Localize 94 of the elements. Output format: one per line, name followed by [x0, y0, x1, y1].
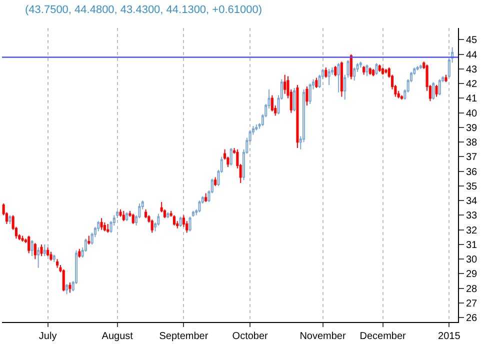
y-tick-label: 34 — [466, 196, 478, 208]
candlestick — [198, 200, 201, 213]
candlestick — [43, 244, 46, 257]
candlestick — [293, 87, 296, 112]
x-tick-label: October — [232, 331, 269, 342]
y-tick-label: 35 — [466, 181, 478, 192]
y-tick-label: 42 — [466, 79, 478, 90]
candlestick — [8, 214, 12, 224]
candlestick — [375, 62, 378, 76]
y-tick-label: 29 — [466, 269, 478, 280]
candlestick — [150, 219, 154, 234]
y-tick-label: 41 — [466, 94, 478, 105]
y-tick-label: 40 — [466, 108, 478, 120]
candlestick — [204, 192, 208, 203]
candlestick — [315, 77, 318, 88]
candlestick — [30, 240, 34, 257]
candlestick — [46, 246, 50, 257]
y-tick-label: 33 — [466, 210, 478, 222]
x-tick-label: 2015 — [438, 331, 461, 342]
candlestick — [132, 213, 134, 224]
candlestick — [296, 84, 299, 148]
candlestick — [122, 210, 125, 222]
chart-title: (43.7500, 44.4800, 43.4300, 44.1300, +0.61000) — [25, 4, 262, 16]
candlestick — [52, 254, 56, 263]
y-tick-label: 27 — [466, 298, 478, 310]
candlestick — [34, 242, 36, 260]
candlestick — [372, 68, 375, 77]
candlestick — [21, 235, 24, 242]
candlestick — [432, 82, 435, 100]
candlestick — [100, 218, 103, 230]
candlestick — [214, 176, 217, 186]
candlestick — [306, 86, 308, 106]
candlestick — [126, 212, 128, 222]
candlestick — [188, 216, 192, 232]
y-tick-label: 37 — [466, 152, 478, 164]
candlestick — [66, 283, 68, 295]
candlestick — [368, 66, 372, 76]
candlestick — [88, 235, 90, 245]
candlestick — [78, 248, 81, 258]
y-tick-label: 31 — [466, 240, 478, 251]
candlestick — [28, 235, 30, 254]
candlestick — [270, 94, 274, 112]
candlestick — [68, 282, 72, 294]
candlestick — [359, 61, 362, 68]
candlestick — [40, 244, 43, 257]
candlestick — [37, 246, 40, 268]
candlestick — [119, 208, 122, 218]
candlestick — [382, 66, 384, 76]
candlestick — [255, 124, 258, 131]
y-tick-label: 26 — [466, 313, 478, 324]
candlestick — [166, 212, 170, 219]
candlestick — [324, 66, 328, 78]
candlestick — [144, 208, 148, 219]
y-tick-label: 30 — [466, 254, 478, 266]
candlestick — [353, 66, 356, 82]
y-tick-label: 43 — [466, 64, 478, 76]
candlestick — [284, 74, 286, 94]
candlestick — [103, 222, 106, 232]
candlestick — [337, 62, 340, 93]
y-tick-label: 38 — [466, 138, 478, 149]
y-tick-label: 36 — [466, 166, 478, 178]
y-tick-label: 39 — [466, 122, 478, 134]
candlestick — [366, 64, 368, 77]
candlestick — [435, 84, 438, 98]
x-tick-label: August — [102, 331, 134, 342]
candlestick — [419, 64, 422, 70]
candlestick — [62, 268, 65, 292]
candlestick — [308, 83, 312, 105]
y-tick-label: 28 — [466, 284, 478, 295]
x-tick-label: July — [38, 331, 57, 342]
x-tick-label: December — [360, 331, 407, 342]
candlestick — [192, 210, 194, 218]
candlestick — [334, 66, 337, 77]
candlestick — [438, 78, 441, 96]
y-tick-label: 45 — [466, 35, 478, 46]
candlestick — [106, 224, 110, 234]
candlestick — [362, 66, 366, 76]
y-tick-label: 44 — [466, 50, 478, 61]
candlestick — [179, 216, 182, 228]
candlestick — [378, 64, 381, 72]
y-tick-label: 32 — [466, 225, 478, 236]
candlestick — [444, 74, 448, 83]
candlestick — [230, 147, 232, 166]
candlestick — [350, 54, 352, 80]
candlestick — [400, 94, 404, 100]
x-tick-label: September — [159, 331, 209, 342]
candlestick — [56, 258, 59, 268]
candlestick — [416, 66, 419, 71]
x-tick-label: November — [300, 331, 346, 342]
candlestick — [340, 61, 343, 98]
candlestick — [172, 214, 176, 226]
candlestick — [384, 68, 388, 74]
candlestick — [328, 68, 330, 86]
candlestick — [50, 251, 52, 262]
